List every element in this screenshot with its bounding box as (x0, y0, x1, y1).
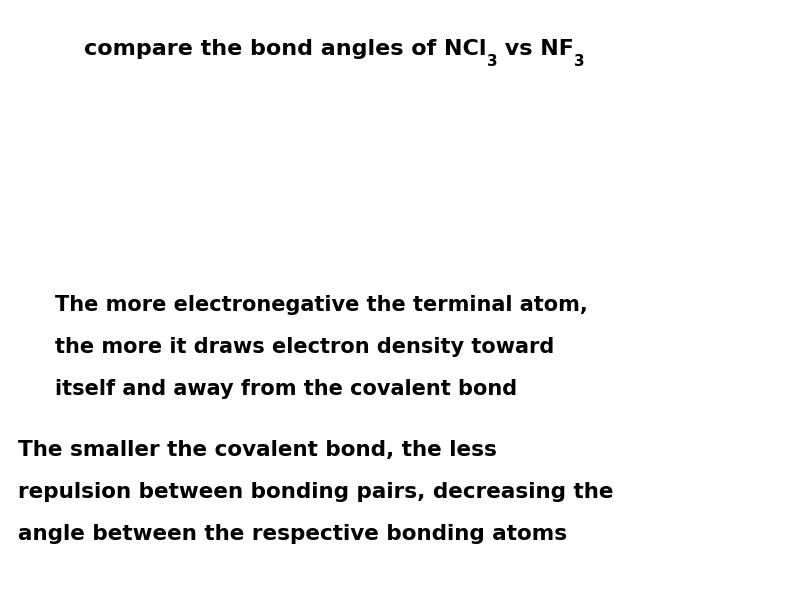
Text: 3: 3 (486, 54, 497, 69)
Text: 3: 3 (574, 54, 585, 69)
Text: vs NF: vs NF (497, 39, 574, 59)
Text: repulsion between bonding pairs, decreasing the: repulsion between bonding pairs, decreas… (18, 482, 614, 502)
Text: The smaller the covalent bond, the less: The smaller the covalent bond, the less (18, 440, 497, 460)
Text: itself and away from the covalent bond: itself and away from the covalent bond (55, 379, 517, 399)
Text: angle between the respective bonding atoms: angle between the respective bonding ato… (18, 524, 567, 544)
Text: the more it draws electron density toward: the more it draws electron density towar… (55, 337, 554, 357)
Text: The more electronegative the terminal atom,: The more electronegative the terminal at… (55, 295, 588, 315)
Text: compare the bond angles of NCl: compare the bond angles of NCl (84, 39, 486, 59)
